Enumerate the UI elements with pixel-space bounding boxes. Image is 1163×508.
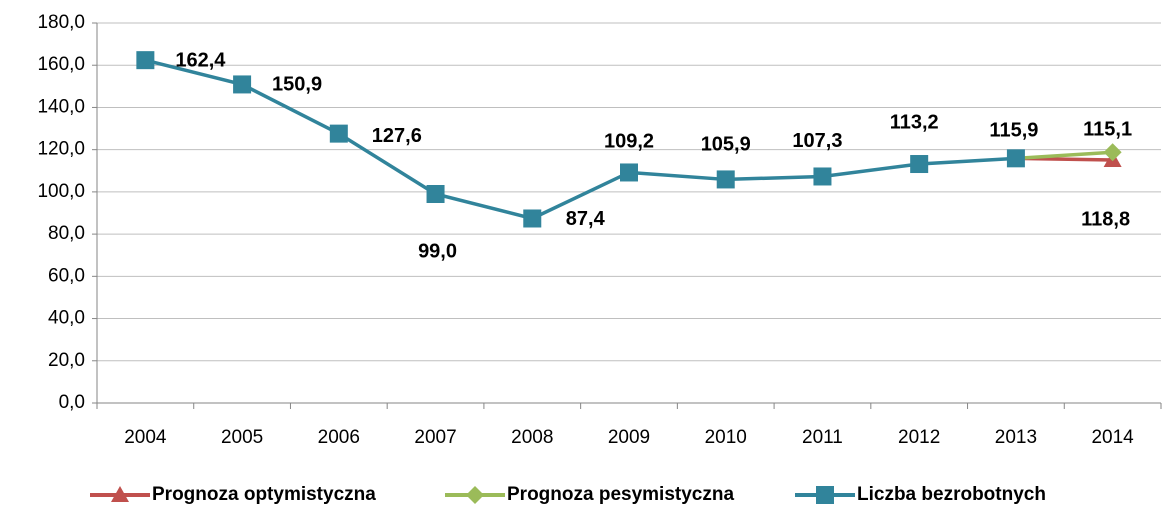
x-tick-label: 2004 [124, 427, 167, 448]
data-label: 107,3 [792, 130, 842, 152]
y-tick-label: 60,0 [48, 265, 85, 286]
data-label: 99,0 [418, 240, 457, 262]
x-tick-label: 2011 [802, 427, 843, 448]
legend-marker [466, 486, 484, 504]
x-tick-label: 2005 [221, 427, 263, 448]
x-tick-label: 2009 [608, 427, 650, 448]
x-tick-label: 2006 [318, 427, 360, 448]
data-point [1103, 143, 1122, 162]
x-tick-label: 2008 [511, 427, 553, 448]
data-label: 127,6 [372, 125, 422, 147]
legend-marker [816, 486, 834, 504]
series-line [1015, 150, 1113, 161]
data-label: 87,4 [566, 208, 606, 230]
data-point [329, 124, 348, 143]
data-point [1006, 149, 1025, 168]
y-tick-label: 0,0 [59, 392, 85, 413]
data-point [136, 51, 155, 70]
series-line [144, 58, 1017, 221]
data-label: 115,1 [1083, 118, 1132, 140]
y-tick-label: 120,0 [37, 139, 85, 160]
data-point [426, 185, 445, 203]
y-tick-label: 100,0 [37, 181, 85, 202]
data-point [620, 163, 638, 182]
data-point [910, 155, 929, 174]
legend-label: Prognoza optymistyczna [152, 484, 376, 505]
x-tick-label: 2010 [705, 427, 747, 448]
y-tick-label: 160,0 [37, 54, 85, 75]
x-tick-label: 2012 [898, 427, 940, 448]
y-tick-label: 140,0 [37, 96, 85, 117]
y-tick-label: 20,0 [48, 350, 85, 371]
data-point [813, 167, 832, 186]
x-tick-label: 2013 [995, 427, 1037, 448]
legend-label: Liczba bezrobotnych [857, 484, 1046, 505]
y-tick-label: 40,0 [48, 308, 85, 329]
data-point [233, 75, 252, 94]
data-label: 109,2 [604, 131, 654, 153]
data-label: 115,9 [989, 120, 1038, 142]
y-tick-label: 180,0 [37, 12, 85, 33]
data-point [716, 170, 735, 189]
y-tick-label: 80,0 [48, 223, 85, 244]
x-tick-label: 2007 [414, 427, 456, 448]
legend-marker [111, 486, 129, 502]
data-label: 113,2 [890, 111, 939, 133]
x-tick-label: 2014 [1091, 427, 1134, 448]
data-label: 162,4 [175, 49, 226, 71]
data-label: 118,8 [1081, 208, 1130, 230]
legend-label: Prognoza pesymistyczna [507, 484, 734, 505]
data-label: 150,9 [272, 74, 322, 96]
data-label: 105,9 [701, 134, 751, 156]
data-point [523, 209, 542, 228]
